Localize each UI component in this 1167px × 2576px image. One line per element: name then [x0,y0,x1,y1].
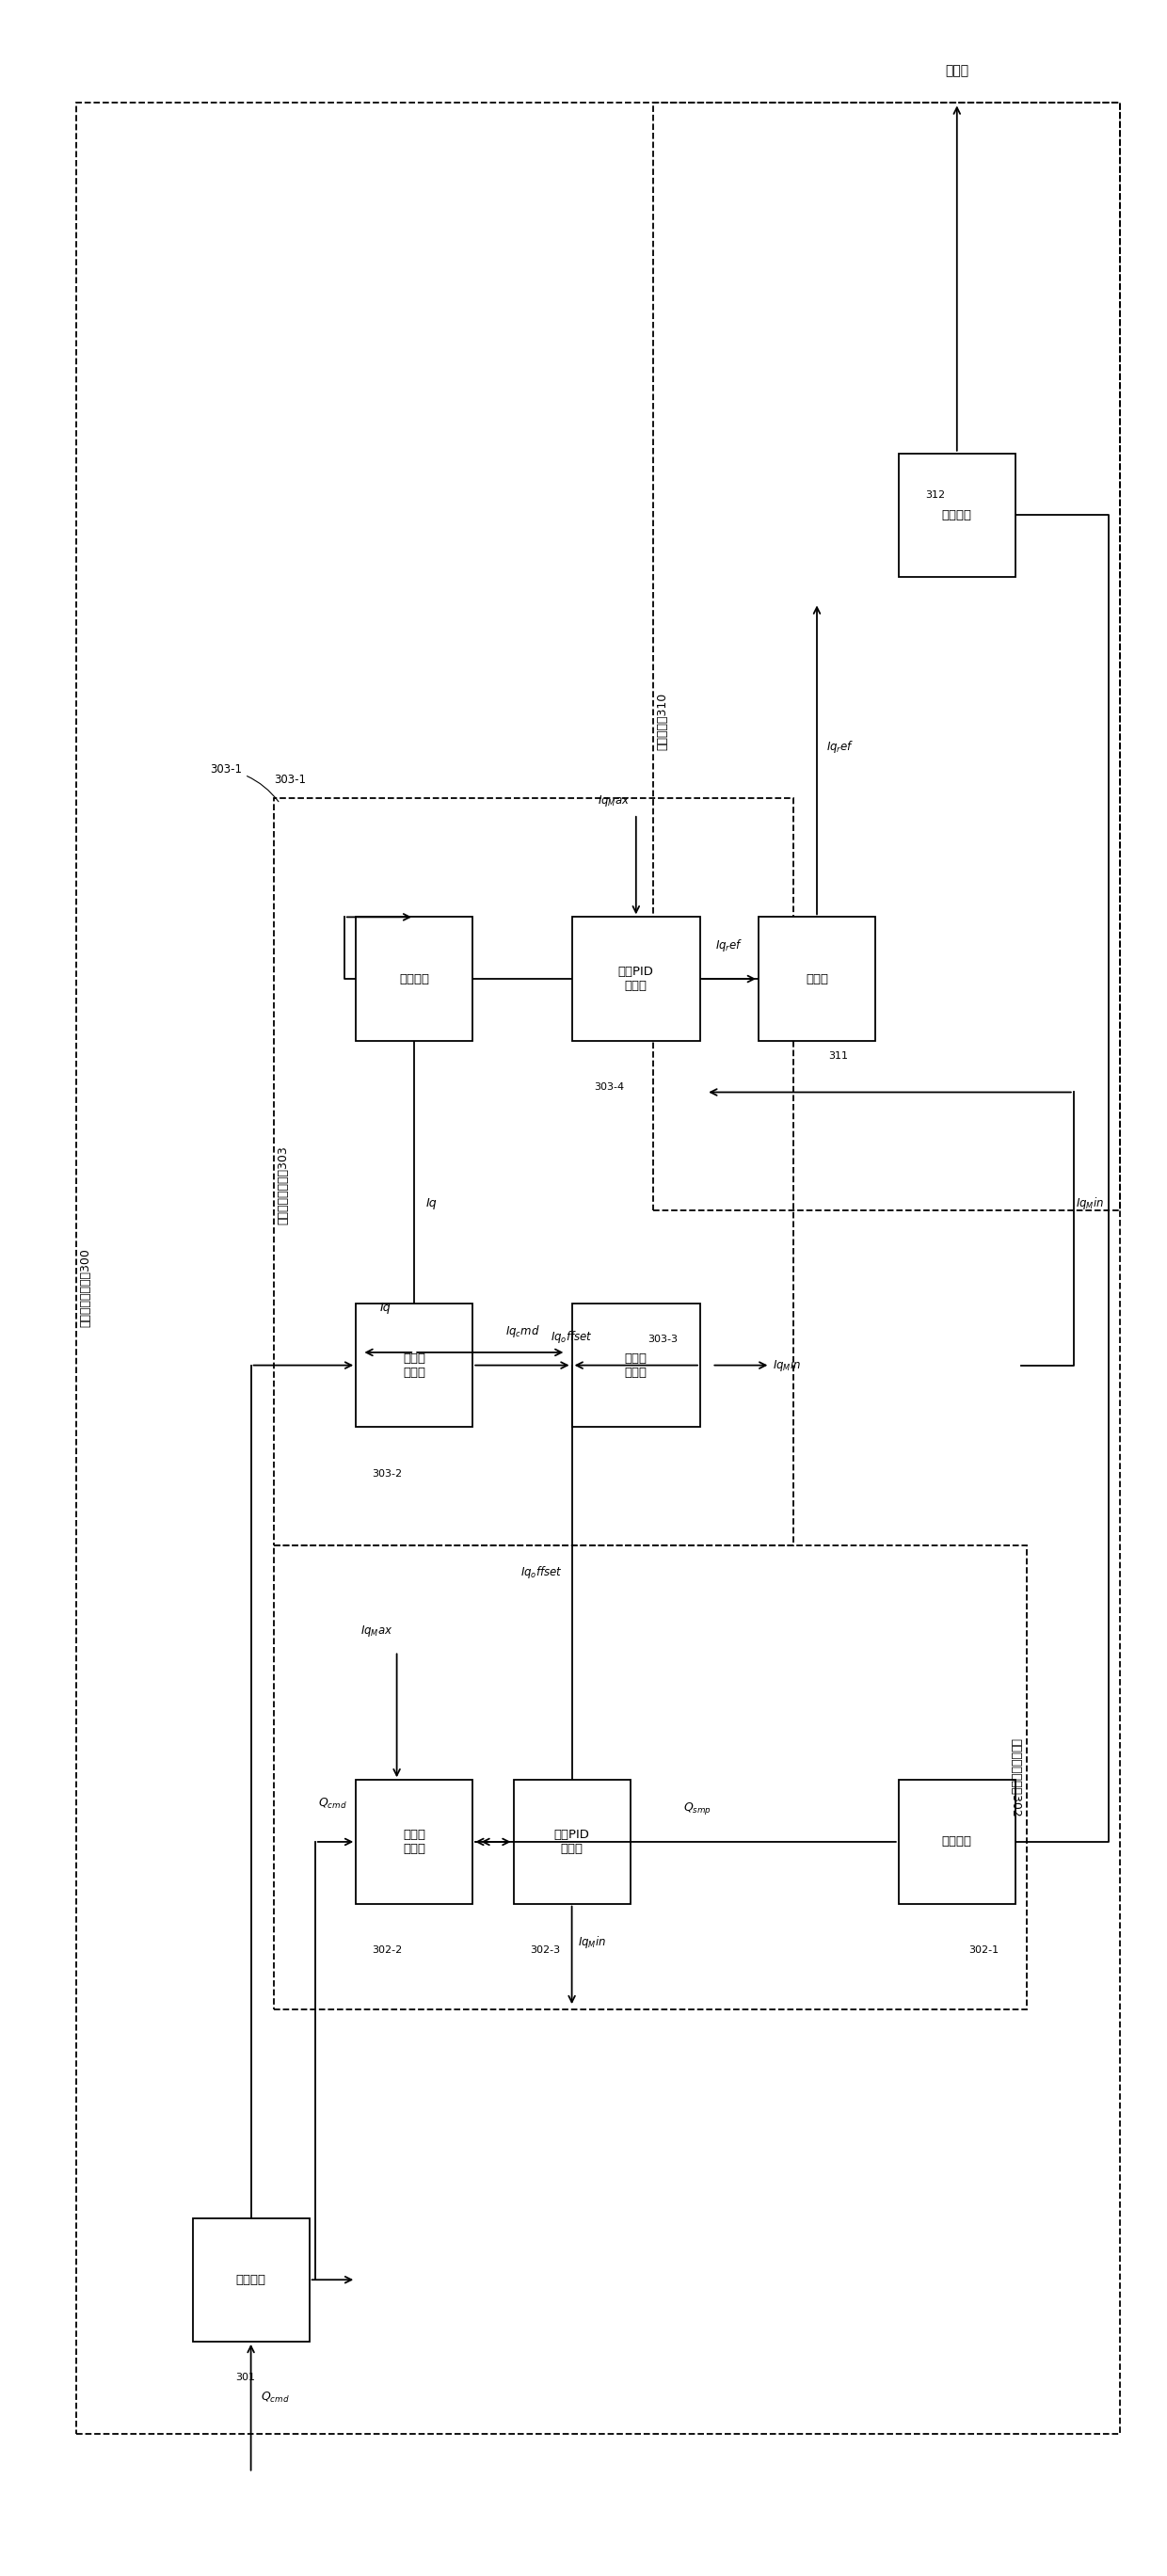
Text: Iq: Iq [379,1301,391,1314]
Bar [193,2218,309,2342]
Bar [899,453,1015,577]
Text: $Q_{smp}$: $Q_{smp}$ [683,1801,712,1816]
Text: 第二调节闭环单元303: 第二调节闭环单元303 [278,1146,289,1224]
Text: $Iq_Max$: $Iq_Max$ [598,793,630,809]
Text: 第三运
算单元: 第三运 算单元 [624,1352,648,1378]
Text: $Iq_offset$: $Iq_offset$ [551,1329,593,1345]
Bar [572,917,700,1041]
Text: 并网点: 并网点 [945,64,969,77]
Bar [274,799,794,1546]
Bar [356,917,473,1041]
Text: 第二PID
控制器: 第二PID 控制器 [619,966,654,992]
Text: $Iq_offset$: $Iq_offset$ [520,1564,562,1582]
Text: 第一调节闭环单元302: 第一调节闭环单元302 [1009,1739,1021,1816]
Text: 接收单元: 接收单元 [236,2275,266,2285]
Bar [572,1303,700,1427]
Bar [654,103,1120,1211]
Text: 测量单元: 测量单元 [942,1837,972,1847]
Bar [899,1780,1015,1904]
Bar [76,103,1120,2434]
Text: 312: 312 [925,489,945,500]
Text: 302-2: 302-2 [372,1945,403,1955]
Text: $Q_{cmd}$: $Q_{cmd}$ [319,1795,347,1811]
Text: 302-1: 302-1 [969,1945,999,1955]
Text: $Iq_Min$: $Iq_Min$ [1076,1195,1104,1211]
Bar [274,1546,1027,2009]
Text: $Iq_ref$: $Iq_ref$ [826,739,854,755]
Text: Iq: Iq [426,1198,436,1208]
Text: 303-3: 303-3 [648,1334,678,1345]
Text: 第一PID
控制器: 第一PID 控制器 [554,1829,589,1855]
Text: 303-1: 303-1 [274,773,306,786]
Text: $Iq_cmd$: $Iq_cmd$ [505,1324,539,1340]
Text: $Iq_Min$: $Iq_Min$ [578,1935,606,1950]
Text: $Iq_ref$: $Iq_ref$ [715,938,743,953]
Text: 采集单元: 采集单元 [399,974,429,984]
Text: 计量装置: 计量装置 [942,510,972,520]
Text: 303-2: 303-2 [372,1468,403,1479]
Text: 变流器: 变流器 [805,974,829,984]
Text: 第二运
算单元: 第二运 算单元 [403,1352,426,1378]
Text: $Q_{cmd}$: $Q_{cmd}$ [260,2391,289,2406]
Bar [356,1303,473,1427]
Text: 301: 301 [236,2372,254,2383]
Bar [759,917,875,1041]
Text: 无功功率调节装置300: 无功功率调节装置300 [79,1249,91,1327]
Text: 风力发电机310: 风力发电机310 [657,693,669,750]
Bar [513,1780,630,1904]
Text: $Iq_Min$: $Iq_Min$ [773,1358,801,1373]
Text: 303-4: 303-4 [594,1082,624,1092]
Text: 303-1: 303-1 [210,762,279,801]
Bar [356,1780,473,1904]
Text: 302-3: 302-3 [530,1945,560,1955]
Text: $Iq_Max$: $Iq_Max$ [361,1623,393,1638]
Text: 第一运
算单元: 第一运 算单元 [403,1829,426,1855]
Text: 311: 311 [829,1051,848,1061]
